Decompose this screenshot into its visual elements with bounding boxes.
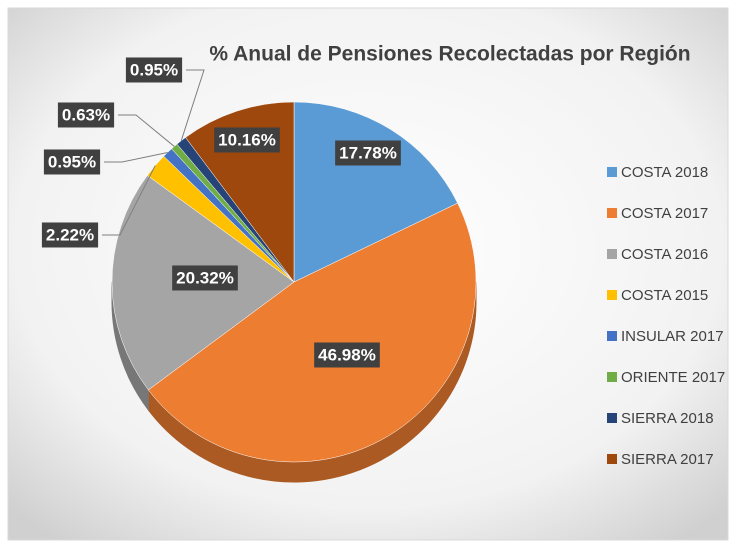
legend-swatch [607, 167, 617, 177]
data-label-box [125, 57, 183, 83]
legend-label: ORIENTE 2017 [621, 369, 725, 386]
legend-label: COSTA 2017 [621, 205, 708, 222]
legend-swatch [607, 454, 617, 464]
data-label-group: 17.78% [335, 140, 401, 166]
data-label-box [172, 265, 238, 291]
legend-label: INSULAR 2017 [621, 328, 724, 345]
data-label-box [43, 149, 101, 175]
data-label-box [41, 222, 99, 248]
data-label: 0.95% [130, 60, 178, 79]
legend-swatch [607, 372, 617, 382]
leader-line [118, 114, 175, 147]
data-label-box [314, 342, 380, 368]
data-label-group: 0.95% [43, 149, 101, 175]
legend-label: COSTA 2015 [621, 287, 708, 304]
leader-line [180, 69, 205, 141]
legend-swatch [607, 290, 617, 300]
pie-slice [147, 202, 477, 463]
data-label: 0.95% [48, 152, 96, 171]
leader-line [102, 165, 156, 236]
data-label-group: 0.63% [57, 102, 115, 128]
legend-label: SIERRA 2018 [621, 410, 714, 427]
data-label-box [214, 127, 280, 153]
data-label: 17.78% [339, 143, 397, 162]
data-label-group: 0.95% [125, 57, 183, 83]
legend-label: COSTA 2018 [621, 164, 708, 181]
data-label: 46.98% [318, 345, 376, 364]
data-label: 2.22% [46, 225, 94, 244]
data-label: 10.16% [218, 130, 276, 149]
data-label-group: 2.22% [41, 222, 99, 248]
legend-swatch [607, 208, 617, 218]
legend-label: SIERRA 2017 [621, 451, 714, 468]
legend-label: COSTA 2016 [621, 246, 708, 263]
data-label-group: 46.98% [314, 342, 380, 368]
data-label-box [57, 102, 115, 128]
leader-line [104, 151, 168, 163]
data-label-group: 10.16% [214, 127, 280, 153]
data-label-box [335, 140, 401, 166]
legend-swatch [607, 249, 617, 259]
legend-swatch [607, 331, 617, 341]
pie-slice [293, 101, 458, 283]
data-label: 0.63% [62, 105, 110, 124]
data-label: 20.32% [176, 268, 234, 287]
legend-swatch [607, 413, 617, 423]
chart-title: % Anual de Pensiones Recolectadas por Re… [209, 43, 690, 66]
data-label-group: 20.32% [172, 265, 238, 291]
